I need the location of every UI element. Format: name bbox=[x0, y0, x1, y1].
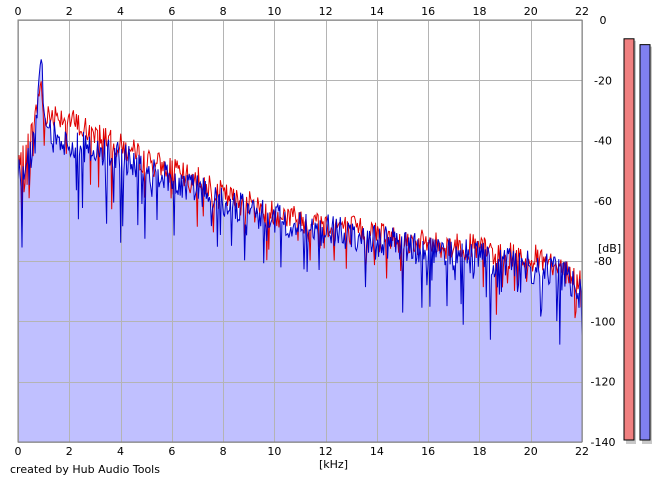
blue-series-line bbox=[17, 59, 583, 345]
x-tick-label-bottom: 18 bbox=[472, 445, 486, 458]
y-tick-label: -100 bbox=[591, 315, 616, 328]
red-series-line bbox=[17, 81, 583, 319]
x-tick-label-bottom: 10 bbox=[267, 445, 281, 458]
x-tick-label-bottom: 14 bbox=[370, 445, 384, 458]
y-tick-label: -80 bbox=[594, 255, 612, 268]
x-tick-label-bottom: 6 bbox=[168, 445, 175, 458]
x-tick-label-bottom: 20 bbox=[524, 445, 538, 458]
level-meter-blue bbox=[639, 44, 651, 441]
x-tick-label-top: 2 bbox=[66, 5, 73, 18]
x-tick-label-bottom: 2 bbox=[66, 445, 73, 458]
x-tick-label-bottom: 12 bbox=[319, 445, 333, 458]
x-tick-label-top: 10 bbox=[267, 5, 281, 18]
x-tick-label-top: 6 bbox=[168, 5, 175, 18]
x-tick-label-bottom: 22 bbox=[575, 445, 589, 458]
x-tick-labels-bottom: 0 2 4 6 8 10 12 14 16 18 20 22 bbox=[15, 445, 590, 458]
y-tick-label: -120 bbox=[591, 376, 616, 389]
x-tick-label-top: 18 bbox=[472, 5, 486, 18]
y-tick-label: -40 bbox=[594, 135, 612, 148]
x-tick-labels-top: 0 2 4 6 8 10 12 14 16 18 20 22 bbox=[15, 5, 590, 18]
y-axis-label: [dB] bbox=[598, 242, 621, 255]
x-axis-label: [kHz] bbox=[319, 458, 348, 471]
y-tick-label: -140 bbox=[591, 436, 616, 449]
credit-text: created by Hub Audio Tools bbox=[10, 463, 160, 476]
y-tick-label: 0 bbox=[600, 14, 607, 27]
x-tick-label-bottom: 16 bbox=[421, 445, 435, 458]
level-meter-red bbox=[623, 38, 635, 441]
spectrum-fill-area bbox=[18, 59, 582, 443]
x-tick-label-bottom: 0 bbox=[15, 445, 22, 458]
y-tick-labels: 0 -20 -40 -60 -80 -100 -120 -140 bbox=[591, 14, 616, 449]
x-tick-label-top: 20 bbox=[524, 5, 538, 18]
x-tick-label-bottom: 4 bbox=[117, 445, 124, 458]
y-tick-label: -20 bbox=[594, 74, 612, 87]
level-meters bbox=[623, 38, 652, 445]
x-tick-label-top: 8 bbox=[220, 5, 227, 18]
plot-frame bbox=[17, 19, 583, 443]
x-tick-label-top: 14 bbox=[370, 5, 384, 18]
grid-lines bbox=[18, 20, 583, 443]
y-tick-label: -60 bbox=[594, 195, 612, 208]
x-tick-label-bottom: 8 bbox=[220, 445, 227, 458]
x-tick-label-top: 0 bbox=[15, 5, 22, 18]
x-tick-label-top: 4 bbox=[117, 5, 124, 18]
x-tick-label-top: 12 bbox=[319, 5, 333, 18]
x-tick-label-top: 22 bbox=[575, 5, 589, 18]
x-tick-label-top: 16 bbox=[421, 5, 435, 18]
